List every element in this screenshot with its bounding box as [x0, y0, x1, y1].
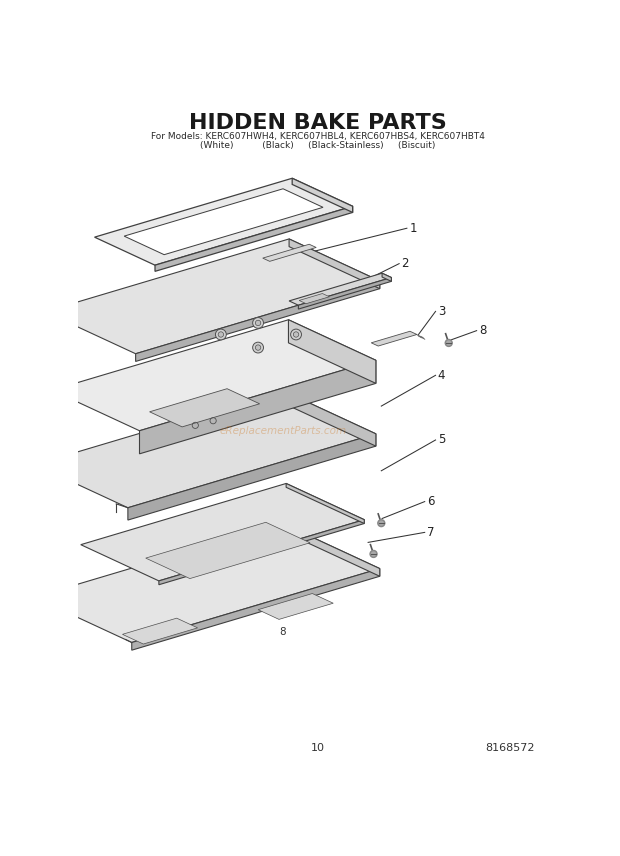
Circle shape	[255, 345, 261, 350]
Polygon shape	[123, 618, 198, 644]
Circle shape	[293, 332, 299, 337]
Polygon shape	[146, 522, 310, 579]
Polygon shape	[159, 520, 365, 585]
Circle shape	[218, 332, 224, 337]
Polygon shape	[140, 360, 376, 454]
Polygon shape	[289, 239, 379, 288]
Text: 2: 2	[402, 257, 409, 270]
Circle shape	[253, 342, 264, 353]
Circle shape	[379, 521, 383, 525]
Text: 6: 6	[427, 495, 435, 508]
Polygon shape	[45, 239, 379, 354]
Polygon shape	[94, 178, 353, 265]
Polygon shape	[283, 390, 376, 446]
Polygon shape	[382, 273, 391, 282]
Polygon shape	[35, 390, 376, 508]
Polygon shape	[34, 523, 379, 643]
Polygon shape	[289, 273, 391, 306]
Polygon shape	[288, 320, 376, 383]
Text: 4: 4	[438, 369, 445, 382]
Text: (White)          (Black)     (Black-Stainless)     (Biscuit): (White) (Black) (Black-Stainless) (Biscu…	[200, 141, 435, 151]
Polygon shape	[292, 178, 353, 212]
Text: 10: 10	[311, 743, 325, 753]
Polygon shape	[52, 320, 376, 431]
Polygon shape	[124, 189, 323, 255]
Text: 3: 3	[438, 305, 445, 318]
Circle shape	[253, 318, 264, 329]
Text: 8: 8	[479, 324, 486, 337]
Text: eReplacementParts.com: eReplacementParts.com	[219, 425, 347, 436]
Polygon shape	[299, 294, 329, 304]
Polygon shape	[263, 244, 316, 261]
Circle shape	[445, 340, 452, 347]
Polygon shape	[155, 206, 353, 271]
Polygon shape	[136, 281, 379, 361]
Text: 8168572: 8168572	[485, 743, 534, 753]
Polygon shape	[282, 523, 379, 576]
Circle shape	[371, 552, 376, 556]
Circle shape	[378, 520, 385, 526]
Text: For Models: KERC607HWH4, KERC607HBL4, KERC607HBS4, KERC607HBT4: For Models: KERC607HWH4, KERC607HBL4, KE…	[151, 132, 485, 141]
Polygon shape	[286, 484, 365, 524]
Circle shape	[216, 329, 226, 340]
Polygon shape	[258, 593, 334, 620]
Text: HIDDEN BAKE PARTS: HIDDEN BAKE PARTS	[189, 113, 446, 133]
Text: 8: 8	[280, 627, 286, 638]
Polygon shape	[81, 484, 365, 581]
Polygon shape	[149, 389, 260, 427]
Circle shape	[370, 550, 377, 557]
Polygon shape	[131, 568, 379, 651]
Text: 5: 5	[438, 433, 445, 447]
Text: 1: 1	[409, 222, 417, 235]
Polygon shape	[298, 277, 391, 309]
Circle shape	[447, 341, 451, 345]
Polygon shape	[128, 434, 376, 520]
Circle shape	[255, 320, 261, 325]
Polygon shape	[371, 331, 417, 346]
Text: 7: 7	[427, 526, 435, 539]
Circle shape	[291, 329, 301, 340]
